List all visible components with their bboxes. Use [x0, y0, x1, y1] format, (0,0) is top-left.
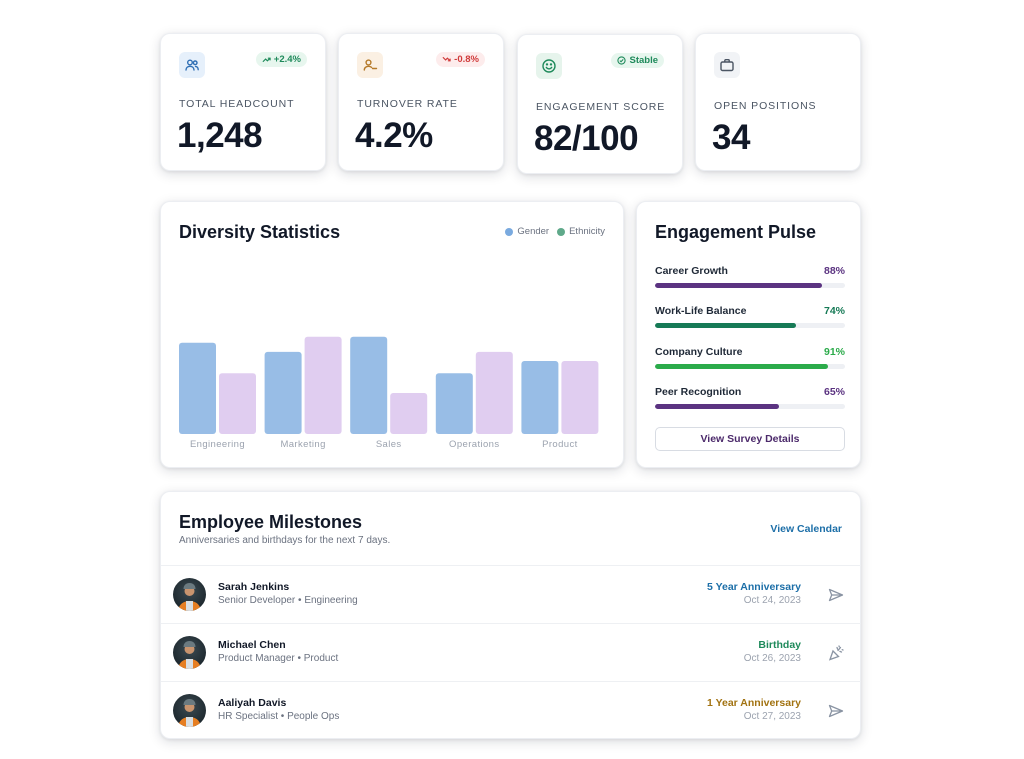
pulse-value: 88%	[823, 265, 845, 277]
trend-badge: -0.8%	[436, 52, 485, 67]
chart-legend: Gender Ethnicity	[505, 226, 605, 237]
kpi-label: OPEN POSITIONS	[714, 100, 817, 112]
progress-fill	[655, 323, 796, 328]
trending-down-icon	[442, 56, 451, 62]
badge-text: -0.8%	[454, 54, 479, 65]
milestone-date: Oct 24, 2023	[743, 595, 801, 606]
trending-up-icon	[262, 57, 271, 63]
pulse-value: 65%	[823, 386, 845, 398]
employee-role: HR Specialist • People Ops	[218, 711, 340, 722]
send-icon[interactable]	[827, 702, 845, 720]
milestone-row: Sarah Jenkins Senior Developer • Enginee…	[161, 565, 861, 623]
employee-milestones-card: Employee Milestones Anniversaries and bi…	[160, 491, 861, 739]
progress-track	[655, 323, 845, 328]
milestone-date: Oct 27, 2023	[743, 711, 801, 722]
pulse-label: Peer Recognition	[655, 386, 742, 398]
milestone-event: Birthday	[758, 639, 801, 651]
badge-text: +2.4%	[273, 54, 301, 65]
send-icon[interactable]	[827, 586, 845, 604]
view-survey-details-button[interactable]: View Survey Details	[655, 427, 845, 451]
bar-sales-gender	[350, 336, 388, 434]
legend-label: Gender	[517, 226, 550, 237]
kpi-value: 1,248	[177, 116, 263, 155]
kpi-value: 82/100	[534, 119, 639, 158]
progress-fill	[655, 404, 779, 409]
legend-label: Ethnicity	[569, 226, 605, 237]
employee-name: Michael Chen	[218, 639, 286, 651]
card-title: Engagement Pulse	[655, 222, 817, 242]
diversity-bar-chart: Engineering Marketing Sales Operations Produ…	[179, 336, 599, 450]
category-label: Marketing	[280, 439, 325, 450]
avatar	[173, 636, 206, 669]
kpi-card-headcount: +2.4% TOTAL HEADCOUNT 1,248	[160, 33, 326, 171]
kpi-card-engagement: Stable ENGAGEMENT SCORE 82/100	[517, 34, 683, 174]
progress-track	[655, 404, 845, 409]
pulse-item-peer-recognition: Peer Recognition 65%	[655, 386, 845, 409]
employee-name: Sarah Jenkins	[218, 581, 290, 593]
check-circle-icon	[617, 56, 627, 65]
smile-icon	[536, 53, 562, 79]
legend-dot	[557, 227, 566, 236]
progress-track	[655, 364, 845, 369]
pulse-label: Work-Life Balance	[655, 305, 747, 317]
pulse-item-career-growth: Career Growth 88%	[655, 265, 845, 288]
legend-item-gender: Gender	[505, 226, 549, 237]
pulse-value: 91%	[823, 346, 845, 358]
kpi-value: 34	[712, 118, 750, 157]
bar-engineering-gender	[179, 342, 216, 434]
category-label: Engineering	[190, 439, 245, 450]
milestone-row: Aaliyah Davis HR Specialist • People Ops…	[161, 681, 861, 739]
view-calendar-link[interactable]: View Calendar	[770, 523, 842, 535]
kpi-label: ENGAGEMENT SCORE	[536, 101, 666, 113]
badge-text: Stable	[629, 55, 658, 66]
user-minus-icon	[357, 52, 383, 78]
kpi-label: TOTAL HEADCOUNT	[179, 98, 295, 110]
bar-operations-ethnicity	[475, 351, 513, 434]
bar-marketing-ethnicity	[304, 336, 342, 434]
bar-engineering-ethnicity	[219, 373, 256, 434]
avatar	[173, 578, 206, 611]
milestone-row: Michael Chen Product Manager • Product B…	[161, 623, 861, 681]
bar-sales-ethnicity	[390, 392, 428, 434]
legend-item-ethnicity: Ethnicity	[557, 226, 605, 237]
engagement-pulse-card: Engagement Pulse Career Growth 88% Work-…	[636, 201, 861, 468]
category-label: Product	[542, 439, 578, 450]
kpi-label: TURNOVER RATE	[357, 98, 458, 110]
employee-role: Senior Developer • Engineering	[218, 595, 358, 606]
employee-name: Aaliyah Davis	[218, 697, 287, 709]
avatar	[173, 694, 206, 727]
progress-track	[655, 283, 845, 288]
milestone-event: 5 Year Anniversary	[707, 581, 801, 593]
pulse-item-work-life-balance: Work-Life Balance 74%	[655, 305, 845, 328]
kpi-card-open-positions: OPEN POSITIONS 34	[695, 33, 861, 171]
bar-product-gender	[521, 361, 559, 434]
trend-badge: +2.4%	[255, 52, 307, 67]
pulse-label: Career Growth	[655, 265, 728, 277]
employee-role: Product Manager • Product	[218, 653, 339, 664]
pulse-label: Company Culture	[655, 346, 743, 358]
diversity-statistics-card: Engineering Marketing Sales Operations Produ…	[160, 201, 624, 468]
progress-fill	[655, 283, 823, 288]
legend-dot	[505, 227, 514, 236]
category-label: Operations	[449, 439, 499, 450]
bar-product-ethnicity	[561, 361, 599, 434]
pulse-item-company-culture: Company Culture 91%	[655, 346, 845, 369]
bar-marketing-gender	[264, 351, 302, 434]
users-icon	[179, 52, 205, 78]
card-title: Employee Milestones	[179, 512, 363, 532]
briefcase-icon	[714, 52, 740, 78]
status-badge: Stable	[611, 53, 664, 68]
card-title: Diversity Statistics	[179, 222, 341, 242]
category-label: Sales	[376, 439, 402, 450]
milestone-event: 1 Year Anniversary	[707, 697, 801, 709]
milestone-date: Oct 26, 2023	[743, 653, 801, 664]
progress-fill	[655, 364, 828, 369]
card-subtitle: Anniversaries and birthdays for the next…	[179, 535, 391, 546]
party-popper-icon[interactable]	[827, 644, 845, 662]
kpi-value: 4.2%	[355, 116, 433, 155]
bar-operations-gender	[435, 373, 473, 434]
kpi-card-turnover: -0.8% TURNOVER RATE 4.2%	[338, 33, 504, 171]
pulse-value: 74%	[823, 305, 845, 317]
